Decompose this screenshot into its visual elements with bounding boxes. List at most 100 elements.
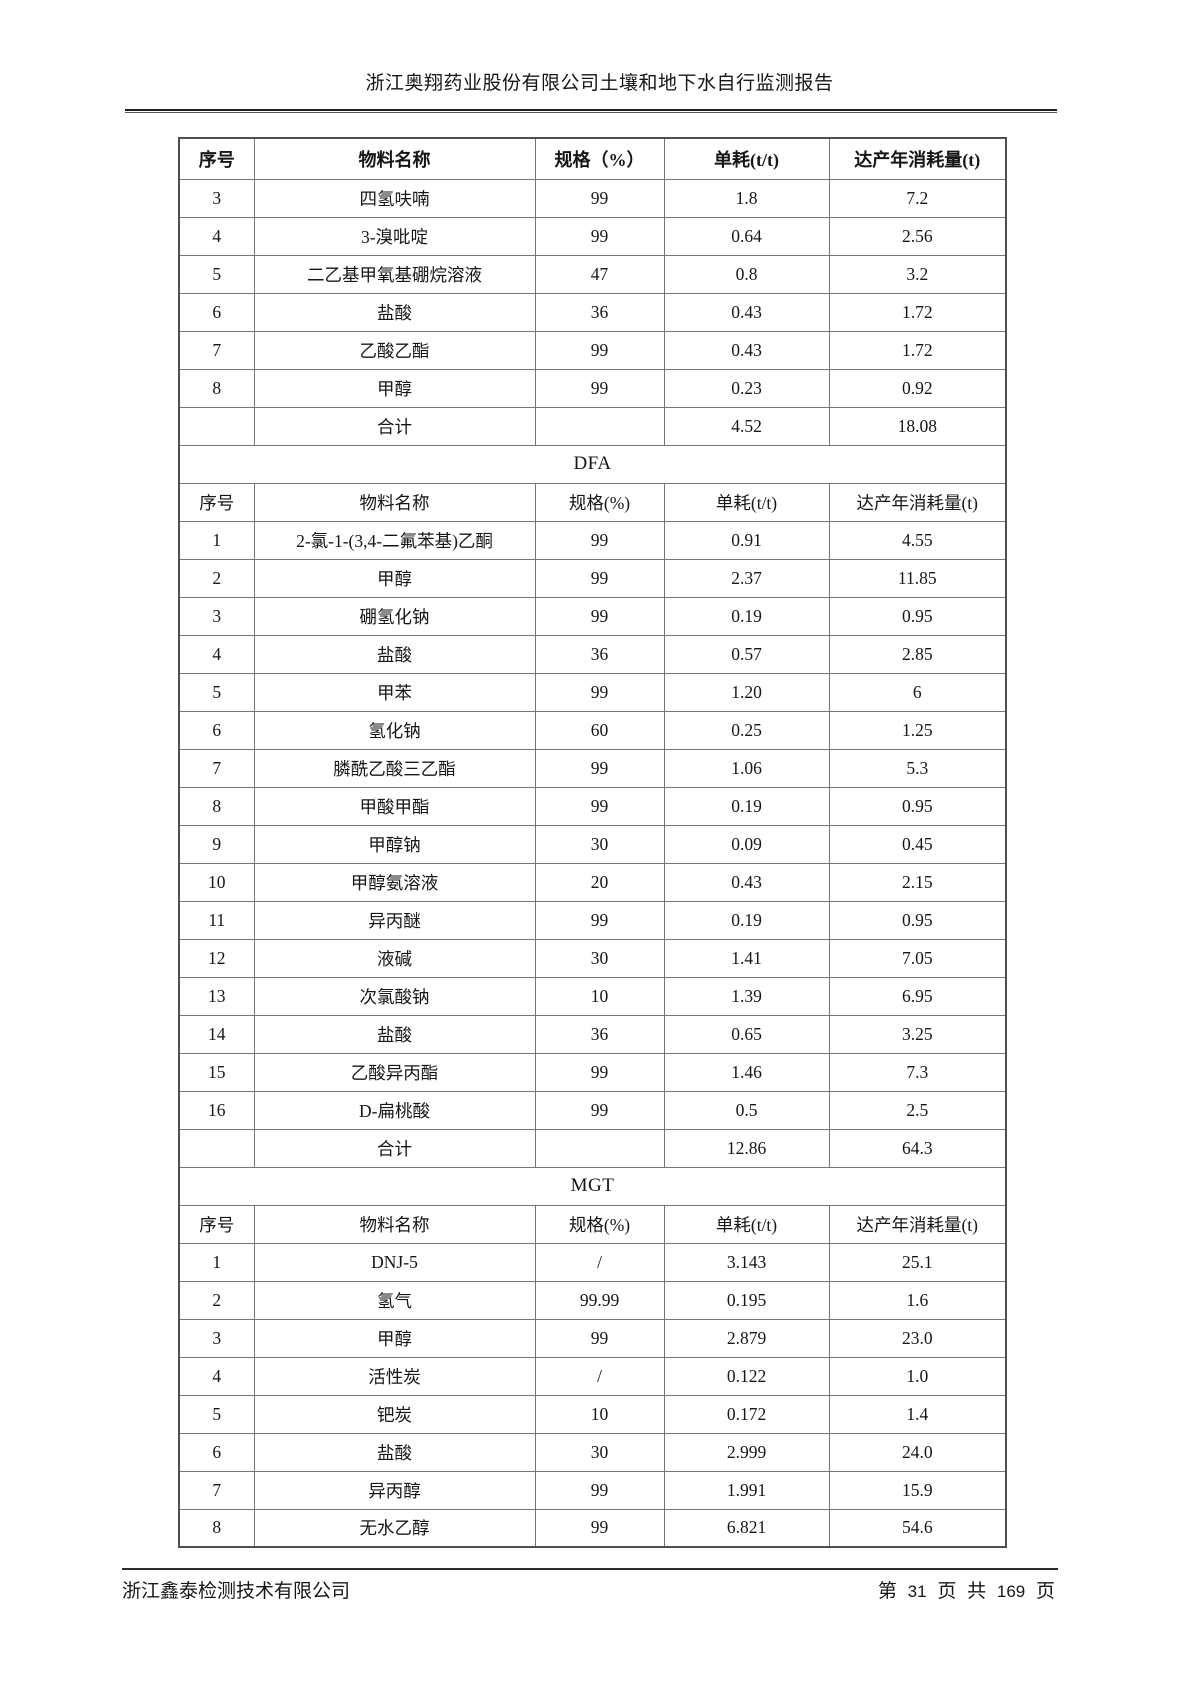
cell-annual-consumption: 1.6 bbox=[828, 1280, 1007, 1320]
cell-index: 1 bbox=[178, 1242, 255, 1282]
column-header: 序号 bbox=[178, 482, 255, 522]
cell-spec-percent: 99.99 bbox=[534, 1280, 665, 1320]
cell-spec-percent: 30 bbox=[534, 938, 665, 978]
cell-annual-consumption: 0.45 bbox=[828, 824, 1007, 864]
cell-annual-consumption: 25.1 bbox=[828, 1242, 1007, 1282]
cell-material-name: 氢气 bbox=[253, 1280, 536, 1320]
cell-spec-percent: 36 bbox=[534, 292, 665, 332]
table-row: 4 3-溴吡啶 99 0.64 2.56 bbox=[178, 216, 1007, 256]
cell-index: 8 bbox=[178, 368, 255, 408]
cell-unit-consumption: 0.43 bbox=[663, 330, 830, 370]
table-header-row: 序号 物料名称 规格(%) 单耗(t/t) 达产年消耗量(t) bbox=[178, 482, 1007, 522]
cell-material-name: 硼氢化钠 bbox=[253, 596, 536, 636]
cell-unit-consumption: 4.52 bbox=[663, 406, 830, 446]
table-row: 15 乙酸异丙酯 99 1.46 7.3 bbox=[178, 1052, 1007, 1092]
cell-spec-percent: 99 bbox=[534, 1318, 665, 1358]
section-band-label: MGT bbox=[178, 1166, 1007, 1206]
table-row: 10 甲醇氨溶液 20 0.43 2.15 bbox=[178, 862, 1007, 902]
cell-index: 2 bbox=[178, 558, 255, 598]
cell-spec-percent: 99 bbox=[534, 1508, 665, 1548]
cell-spec-percent: 60 bbox=[534, 710, 665, 750]
cell-material-name: 乙酸异丙酯 bbox=[253, 1052, 536, 1092]
table-row: 2 氢气 99.99 0.195 1.6 bbox=[178, 1280, 1007, 1320]
cell-index: 1 bbox=[178, 520, 255, 560]
page-title: 浙江奥翔药业股份有限公司土壤和地下水自行监测报告 bbox=[365, 73, 834, 94]
column-header: 物料名称 bbox=[253, 1204, 536, 1244]
cell-unit-consumption: 0.64 bbox=[663, 216, 830, 256]
cell-index: 5 bbox=[178, 1394, 255, 1434]
cell-material-name: 氢化钠 bbox=[253, 710, 536, 750]
column-header: 序号 bbox=[178, 1204, 255, 1244]
cell-unit-consumption: 1.41 bbox=[663, 938, 830, 978]
cell-annual-consumption: 2.56 bbox=[828, 216, 1007, 256]
table-row: 7 膦酰乙酸三乙酯 99 1.06 5.3 bbox=[178, 748, 1007, 788]
cell-spec-percent: 99 bbox=[534, 330, 665, 370]
cell-material-name: D-扁桃酸 bbox=[253, 1090, 536, 1130]
cell-index: 5 bbox=[178, 254, 255, 294]
cell-material-name: 甲醇 bbox=[253, 1318, 536, 1358]
cell-unit-consumption: 0.23 bbox=[663, 368, 830, 408]
cell-spec-percent: 99 bbox=[534, 1470, 665, 1510]
table-row: 11 异丙醚 99 0.19 0.95 bbox=[178, 900, 1007, 940]
column-header: 规格（%） bbox=[534, 137, 665, 180]
cell-unit-consumption: 3.143 bbox=[663, 1242, 830, 1282]
cell-unit-consumption: 0.43 bbox=[663, 292, 830, 332]
cell-annual-consumption: 2.85 bbox=[828, 634, 1007, 674]
cell-index bbox=[178, 1128, 255, 1168]
column-header: 规格(%) bbox=[534, 1204, 665, 1244]
cell-annual-consumption: 4.55 bbox=[828, 520, 1007, 560]
cell-index: 15 bbox=[178, 1052, 255, 1092]
cell-index: 4 bbox=[178, 1356, 255, 1396]
table-row: 14 盐酸 36 0.65 3.25 bbox=[178, 1014, 1007, 1054]
cell-spec-percent: 99 bbox=[534, 178, 665, 218]
column-header: 物料名称 bbox=[253, 482, 536, 522]
cell-annual-consumption: 7.2 bbox=[828, 178, 1007, 218]
table-row: 2 甲醇 99 2.37 11.85 bbox=[178, 558, 1007, 598]
current-page-number: 31 bbox=[907, 1582, 927, 1601]
cell-spec-percent: 99 bbox=[534, 748, 665, 788]
cell-spec-percent: 99 bbox=[534, 900, 665, 940]
column-header: 达产年消耗量(t) bbox=[828, 1204, 1007, 1244]
cell-index: 3 bbox=[178, 178, 255, 218]
cell-index: 8 bbox=[178, 786, 255, 826]
total-row: 合计 12.86 64.3 bbox=[178, 1128, 1007, 1168]
cell-material-name: 甲醇钠 bbox=[253, 824, 536, 864]
cell-material-name: 液碱 bbox=[253, 938, 536, 978]
page-label-prefix: 第 bbox=[877, 1581, 897, 1602]
cell-annual-consumption: 11.85 bbox=[828, 558, 1007, 598]
cell-unit-consumption: 0.91 bbox=[663, 520, 830, 560]
cell-spec-percent: / bbox=[534, 1242, 665, 1282]
cell-material-name: 甲醇 bbox=[253, 368, 536, 408]
cell-unit-consumption: 12.86 bbox=[663, 1128, 830, 1168]
cell-unit-consumption: 1.991 bbox=[663, 1470, 830, 1510]
header-rule bbox=[125, 109, 1057, 113]
cell-annual-consumption: 23.0 bbox=[828, 1318, 1007, 1358]
column-header: 单耗(t/t) bbox=[663, 1204, 830, 1244]
cell-index: 6 bbox=[178, 292, 255, 332]
cell-annual-consumption: 1.4 bbox=[828, 1394, 1007, 1434]
cell-material-name: 次氯酸钠 bbox=[253, 976, 536, 1016]
cell-unit-consumption: 0.19 bbox=[663, 786, 830, 826]
cell-material-name: 钯炭 bbox=[253, 1394, 536, 1434]
cell-material-name: DNJ-5 bbox=[253, 1242, 536, 1282]
cell-unit-consumption: 1.8 bbox=[663, 178, 830, 218]
column-header: 单耗(t/t) bbox=[663, 137, 830, 180]
table-row: 9 甲醇钠 30 0.09 0.45 bbox=[178, 824, 1007, 864]
cell-index: 5 bbox=[178, 672, 255, 712]
table-header-row: 序号 物料名称 规格（%） 单耗(t/t) 达产年消耗量(t) bbox=[178, 137, 1007, 180]
cell-annual-consumption: 0.95 bbox=[828, 786, 1007, 826]
cell-material-name: 异丙醇 bbox=[253, 1470, 536, 1510]
table-row: 3 硼氢化钠 99 0.19 0.95 bbox=[178, 596, 1007, 636]
cell-material-name: 盐酸 bbox=[253, 1014, 536, 1054]
cell-material-name: 2-氯-1-(3,4-二氟苯基)乙酮 bbox=[253, 520, 536, 560]
cell-spec-percent: 36 bbox=[534, 1014, 665, 1054]
cell-annual-consumption: 7.3 bbox=[828, 1052, 1007, 1092]
cell-index: 13 bbox=[178, 976, 255, 1016]
cell-annual-consumption: 18.08 bbox=[828, 406, 1007, 446]
cell-annual-consumption: 54.6 bbox=[828, 1508, 1007, 1548]
cell-unit-consumption: 0.43 bbox=[663, 862, 830, 902]
cell-material-name: 甲苯 bbox=[253, 672, 536, 712]
cell-unit-consumption: 6.821 bbox=[663, 1508, 830, 1548]
cell-material-name: 合计 bbox=[253, 1128, 536, 1168]
